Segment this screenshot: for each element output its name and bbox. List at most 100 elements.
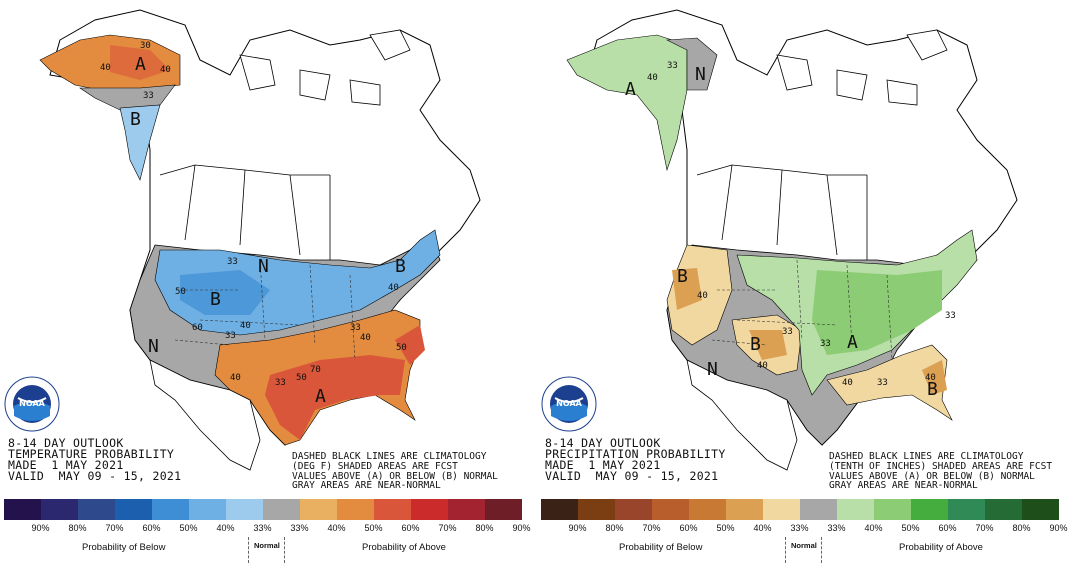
legend-label: 33% xyxy=(827,523,846,533)
legend-swatch xyxy=(485,499,522,520)
legend-swatch xyxy=(115,499,152,520)
map-letter: B xyxy=(677,266,688,287)
map-number: 33 xyxy=(782,327,793,337)
legend-label: 90% xyxy=(1049,523,1068,533)
legend-swatch xyxy=(448,499,485,520)
map-letter: A xyxy=(315,386,326,407)
title-line: VALID MAY 09 - 15, 2021 xyxy=(545,469,719,483)
map-number: 50 xyxy=(396,343,407,353)
map-number: 33 xyxy=(945,311,956,321)
map-number: 40 xyxy=(160,65,171,75)
legend-swatch xyxy=(763,499,800,520)
map-letter: A xyxy=(847,332,858,353)
legend-label: 80% xyxy=(68,523,87,533)
legend-label: 40% xyxy=(753,523,772,533)
legend-label: 60% xyxy=(938,523,957,533)
note-line: (DEG F) SHADED AREAS ARE FCST xyxy=(292,460,458,472)
map-letter: N xyxy=(707,359,718,380)
svg-text:NOAA: NOAA xyxy=(556,399,582,408)
map-number: 40 xyxy=(697,291,708,301)
legend-label: 33% xyxy=(790,523,809,533)
legend-label: 33% xyxy=(253,523,272,533)
map-letter: B xyxy=(210,289,221,310)
legend-divider xyxy=(284,537,285,563)
legend-swatch xyxy=(874,499,911,520)
legend-label: 40% xyxy=(216,523,235,533)
precipitation-title-block: 8-14 DAY OUTLOOK PRECIPITATION PROBABILIT… xyxy=(545,436,726,483)
legend-swatch xyxy=(226,499,263,520)
legend-swatch xyxy=(541,499,578,520)
legend-swatch xyxy=(78,499,115,520)
temperature-outlook-panel: A B B B N A N 30 40 33 40 50 33 40 33 33… xyxy=(4,9,531,563)
svg-text:NOAA: NOAA xyxy=(19,399,45,408)
legend-swatch xyxy=(948,499,985,520)
legend-label: 90% xyxy=(31,523,50,533)
map-number: 33 xyxy=(877,378,888,388)
legend-swatch xyxy=(1022,499,1059,520)
map-letter: B xyxy=(927,379,938,400)
noaa-logo: NOAA xyxy=(541,376,597,432)
title-line: VALID MAY 09 - 15, 2021 xyxy=(8,469,182,483)
map-number: 40 xyxy=(100,63,111,73)
map-number: 60 xyxy=(192,323,203,333)
legend-label: 70% xyxy=(105,523,124,533)
map-letter: N xyxy=(695,64,706,85)
map-letter: A xyxy=(625,79,636,100)
legend-swatch xyxy=(985,499,1022,520)
legend-label: 40% xyxy=(864,523,883,533)
note-line: (TENTH OF INCHES) SHADED AREAS ARE FCST xyxy=(829,460,1053,472)
legend-caption-normal: Normal xyxy=(791,541,817,550)
map-letter: N xyxy=(148,336,159,357)
map-number: 33 xyxy=(667,61,678,71)
legend-divider xyxy=(821,537,822,563)
map-number: 30 xyxy=(140,41,151,51)
title-line: 8-14 DAY OUTLOOK xyxy=(545,436,661,450)
temperature-legend-swatches xyxy=(4,499,522,520)
map-number: 33 xyxy=(225,331,236,341)
legend-swatch xyxy=(263,499,300,520)
legend-swatch xyxy=(411,499,448,520)
map-number: 40 xyxy=(842,378,853,388)
legend-swatch xyxy=(4,499,41,520)
legend-swatch xyxy=(615,499,652,520)
map-number: 50 xyxy=(175,287,186,297)
legend-divider xyxy=(248,537,249,563)
map-letter: B xyxy=(750,334,761,355)
legend-swatch xyxy=(578,499,615,520)
temperature-map-letters: A B B B N A N xyxy=(130,54,406,407)
legend-swatch xyxy=(837,499,874,520)
legend-swatch xyxy=(911,499,948,520)
legend-caption-below: Probability of Below xyxy=(82,542,166,553)
legend-label: 70% xyxy=(975,523,994,533)
legend-label: 80% xyxy=(475,523,494,533)
legend-label: 50% xyxy=(364,523,383,533)
legend-swatch xyxy=(189,499,226,520)
legend-label: 70% xyxy=(642,523,661,533)
legend-label: 80% xyxy=(1012,523,1031,533)
legend-caption-above: Probability of Above xyxy=(362,542,446,553)
legend-divider xyxy=(785,537,786,563)
title-line: TEMPERATURE PROBABILITY xyxy=(8,447,175,461)
legend-swatch xyxy=(374,499,411,520)
map-number: 33 xyxy=(350,323,361,333)
map-number: 40 xyxy=(388,283,399,293)
map-number: 40 xyxy=(925,373,936,383)
precipitation-legend-swatches xyxy=(541,499,1059,520)
precipitation-outlook-map: A N B B N A B 40 33 40 33 33 40 40 33 33… xyxy=(566,9,1018,471)
map-number: 40 xyxy=(230,373,241,383)
noaa-logo: NOAA xyxy=(4,376,60,432)
legend-caption-above: Probability of Above xyxy=(899,542,983,553)
legend-label: 90% xyxy=(512,523,531,533)
legend-caption-below: Probability of Below xyxy=(619,542,703,553)
legend-label: 60% xyxy=(401,523,420,533)
map-number: 33 xyxy=(227,257,238,267)
legend-swatch xyxy=(337,499,374,520)
legend-label: 50% xyxy=(901,523,920,533)
map-number: 33 xyxy=(275,378,286,388)
title-line: PRECIPITATION PROBABILITY xyxy=(545,447,726,461)
map-letter: B xyxy=(130,109,141,130)
legend-caption-normal: Normal xyxy=(254,541,280,550)
temperature-title-block: 8-14 DAY OUTLOOK TEMPERATURE PROBABILITY M… xyxy=(8,437,182,483)
precipitation-map-letters: A N B B N A B xyxy=(625,64,938,400)
map-number: 40 xyxy=(757,361,768,371)
